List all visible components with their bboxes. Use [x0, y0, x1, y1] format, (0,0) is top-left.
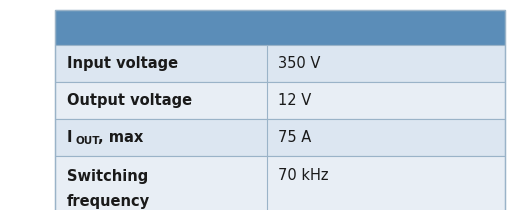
Bar [55, 45, 505, 82]
Bar [55, 82, 505, 119]
Text: I: I [67, 130, 72, 145]
Text: Input voltage: Input voltage [67, 56, 178, 71]
Text: Output voltage: Output voltage [67, 93, 192, 108]
Text: Switching
frequency: Switching frequency [67, 169, 150, 209]
Text: OUT: OUT [75, 136, 100, 146]
Text: 70 kHz: 70 kHz [279, 168, 329, 184]
Text: 12 V: 12 V [279, 93, 312, 108]
Text: 350 V: 350 V [279, 56, 321, 71]
Bar [55, 119, 505, 156]
Text: , max: , max [98, 130, 143, 145]
Text: 75 A: 75 A [279, 130, 312, 145]
Bar [55, 156, 505, 210]
Bar [55, 10, 505, 45]
Bar [55, 10, 505, 210]
